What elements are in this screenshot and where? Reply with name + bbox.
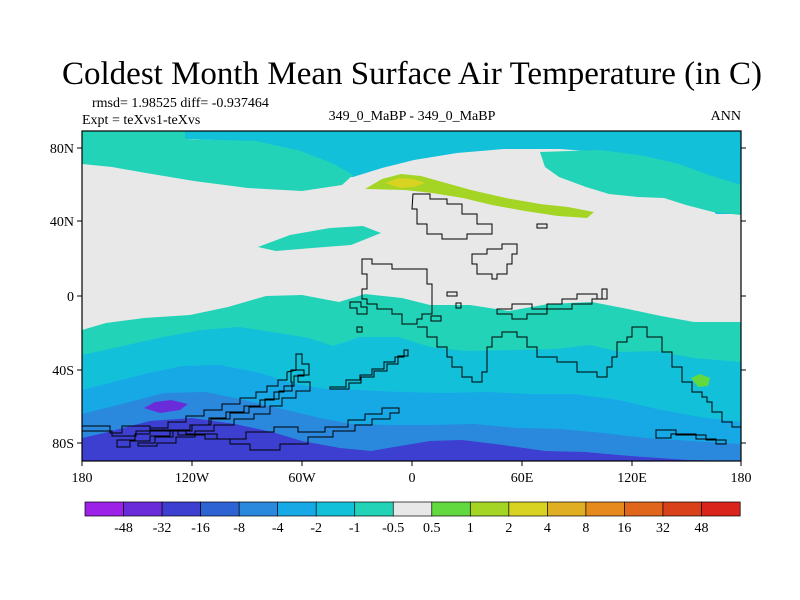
colorbar-cell <box>624 501 664 517</box>
map-panel: 180 120W 60W 0 60E 120E 180 80N 40N 0 40… <box>50 130 752 486</box>
north-atlantic-cool-band <box>82 131 353 191</box>
colorbar-cell <box>508 501 548 517</box>
colorbar-label: -0.5 <box>382 521 404 536</box>
east-outline <box>496 288 608 320</box>
pacific-island-outline <box>471 243 518 280</box>
warm-southeast-spot <box>691 374 710 387</box>
colorbar-label: 1 <box>467 521 474 536</box>
x-tick-0: 0 <box>409 471 416 486</box>
colorbar-cell <box>662 501 703 517</box>
south-central-outline <box>417 326 741 428</box>
africa-outline <box>361 258 433 325</box>
y-axis: 80N 40N 0 40S 80S <box>50 142 746 452</box>
colorbar-label: 48 <box>694 521 708 536</box>
y-tick-40s: 40S <box>52 364 74 379</box>
colorbar-cell <box>585 501 625 517</box>
colorbar-label: -8 <box>233 521 245 536</box>
north-tropical-cool-strip <box>258 226 381 251</box>
colorbar-label: -32 <box>153 521 172 536</box>
colorbar-label: 2 <box>505 521 512 536</box>
south-ridge-outline-2 <box>329 349 409 390</box>
colorbar-label: -1 <box>349 521 361 536</box>
colorbar-label: -4 <box>272 521 284 536</box>
colorbar-label: 8 <box>582 521 589 536</box>
colorbar-cell <box>200 501 240 517</box>
colorbar-label: -16 <box>191 521 210 536</box>
x-tick-180: 180 <box>72 471 93 486</box>
colorbar-cell <box>354 501 394 517</box>
x-tick-180-east: 180 <box>731 471 752 486</box>
colorbar-cell <box>546 501 587 517</box>
small-islands-outline <box>356 223 548 333</box>
x-tick-60e: 60E <box>511 471 534 486</box>
colorbar-cell <box>161 501 202 517</box>
colorbar-cell <box>238 501 279 517</box>
antarctic-coast-outline <box>82 407 400 451</box>
southeast-outline <box>655 429 727 445</box>
colorbar-label: 16 <box>617 521 631 536</box>
colorbar-cell <box>469 501 510 517</box>
south-ocean-deeper <box>144 400 188 413</box>
colorbar-cell <box>315 501 356 517</box>
colorbar-cell <box>123 501 163 517</box>
expt-text: Expt = teXvs1-teXvs <box>82 113 200 128</box>
colorbar-label: 0.5 <box>423 521 441 536</box>
y-tick-0: 0 <box>67 290 74 305</box>
y-tick-80n: 80N <box>50 142 74 157</box>
colorbar-cell <box>392 501 433 517</box>
continental-outline <box>411 193 493 240</box>
colorbar-cell <box>701 501 741 517</box>
colorbar-label: -2 <box>310 521 322 536</box>
warm-north-core <box>385 178 425 188</box>
southern-ridge-outline <box>137 353 311 447</box>
season-label: ANN <box>711 109 741 124</box>
northeast-cool-region <box>540 150 741 215</box>
south-ocean-deep <box>82 418 741 461</box>
colorbar-cell <box>431 501 471 517</box>
colorbar: -48 -32 -16 -8 -4 -2 -1 -0.5 0.5 1 2 4 8 16 32 48 <box>84 501 741 536</box>
y-tick-40n: 40N <box>50 215 74 230</box>
page-title: Coldest Month Mean Surface Air Temperatu… <box>62 56 762 92</box>
warm-north-ridge <box>365 174 594 218</box>
colorbar-label: 4 <box>544 521 551 536</box>
colorbar-cell <box>277 501 317 517</box>
south-american-outline <box>116 369 305 448</box>
x-axis: 180 120W 60W 0 60E 120E 180 <box>72 461 752 486</box>
y-tick-80s: 80S <box>52 437 74 452</box>
rmsd-diff-text: rmsd= 1.98525 diff= -0.937464 <box>92 96 269 111</box>
x-tick-60w: 60W <box>288 471 316 486</box>
colorbar-label: 32 <box>656 521 670 536</box>
colorbar-cell <box>84 501 125 517</box>
x-tick-120w: 120W <box>175 471 210 486</box>
center-label: 349_0_MaBP - 349_0_MaBP <box>329 109 496 124</box>
southwest-outline <box>349 301 368 315</box>
colorbar-label: -48 <box>114 521 133 536</box>
x-tick-120e: 120E <box>617 471 647 486</box>
